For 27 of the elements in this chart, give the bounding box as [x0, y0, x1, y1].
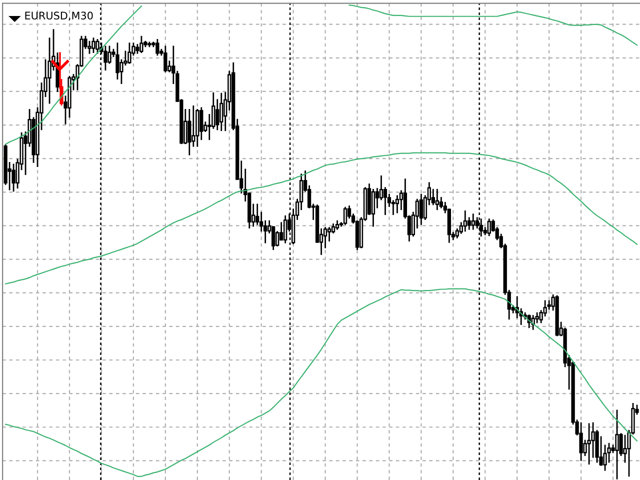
candlestick: [220, 92, 224, 132]
candlestick: [108, 46, 112, 64]
chart-title: EURUSD,M30: [25, 12, 93, 21]
candlestick: [327, 227, 332, 242]
candlestick: [192, 105, 196, 147]
candlestick: [579, 422, 583, 461]
candlestick: [12, 164, 16, 192]
candlestick: [471, 214, 475, 230]
candlestick: [140, 36, 144, 53]
candlestick: [467, 217, 471, 230]
candlestick: [283, 215, 288, 244]
candlestick: [164, 46, 168, 72]
candlestick: [92, 38, 96, 53]
candlestick: [200, 107, 204, 140]
candlestick: [587, 423, 591, 465]
candlestick: [383, 187, 388, 215]
candlestick: [435, 188, 439, 210]
candlestick: [371, 188, 376, 227]
candlestick: [188, 109, 192, 156]
candlestick: [343, 206, 348, 225]
candlestick: [156, 39, 160, 56]
candlestick: [128, 42, 132, 64]
candlestick: [104, 46, 108, 70]
candlestick: [463, 210, 467, 232]
candlestick: [487, 218, 491, 236]
candlestick: [615, 410, 619, 480]
candlestick: [419, 194, 424, 225]
